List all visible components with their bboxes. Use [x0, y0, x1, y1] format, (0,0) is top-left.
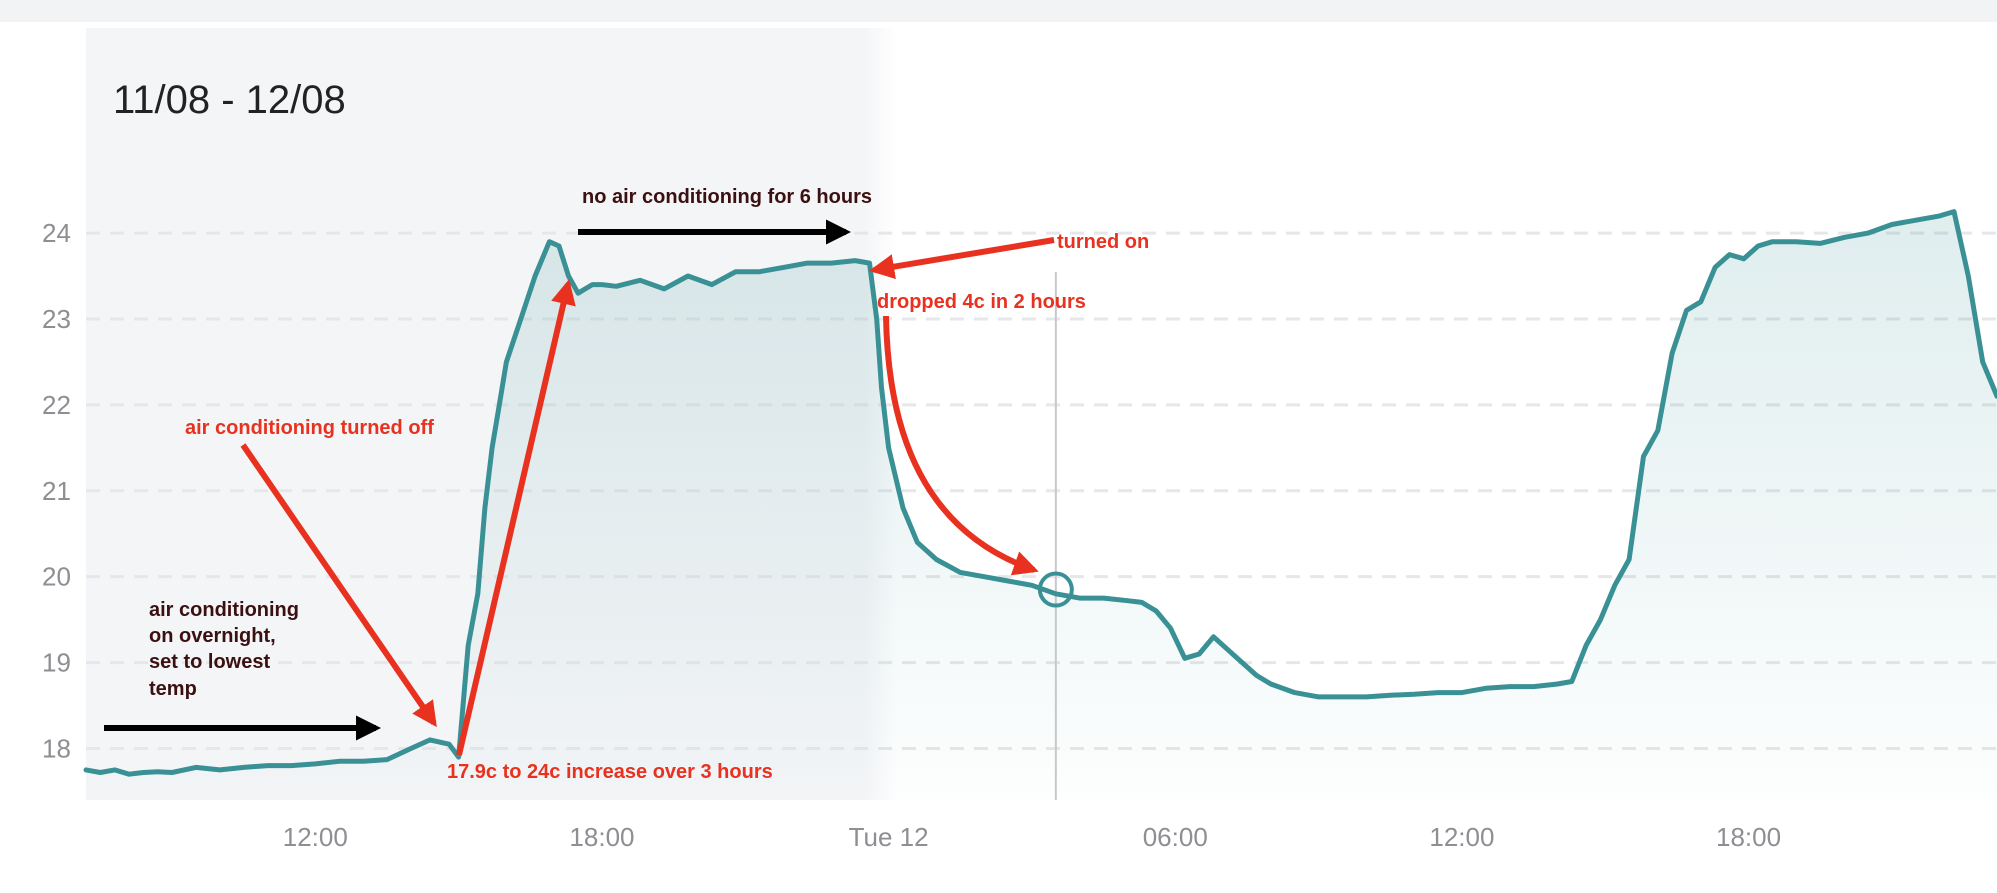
- x-tick-label: 18:00: [569, 822, 634, 852]
- y-axis-ticks: 24 23 22 21 20 19 18: [42, 218, 71, 763]
- y-tick-label: 23: [42, 304, 71, 334]
- annotation-overnight-1: air conditioning: [149, 599, 299, 621]
- annotation-dropped: dropped 4c in 2 hours: [877, 291, 1086, 313]
- hover-marker[interactable]: [1037, 571, 1074, 608]
- top-bar: [0, 0, 1997, 22]
- y-tick-label: 24: [42, 218, 71, 248]
- chart-title: 11/08 - 12/08: [113, 78, 346, 122]
- annotation-ac-off: air conditioning turned off: [185, 417, 434, 439]
- y-tick-label: 18: [42, 733, 71, 763]
- y-tick-label: 21: [42, 476, 71, 506]
- y-tick-label: 19: [42, 648, 71, 678]
- annotation-increase: 17.9c to 24c increase over 3 hours: [447, 761, 773, 783]
- annotation-turned-on: turned on: [1057, 231, 1149, 253]
- x-axis-ticks: 12:00 18:00 Tue 12 06:00 12:00 18:00: [283, 822, 1781, 852]
- annotations: no air conditioning for 6 hours turned o…: [149, 186, 1149, 783]
- x-tick-label: Tue 12: [849, 822, 929, 852]
- x-tick-label: 12:00: [283, 822, 348, 852]
- series-area: [86, 211, 1997, 801]
- x-tick-label: 12:00: [1429, 822, 1494, 852]
- y-tick-label: 22: [42, 390, 71, 420]
- x-tick-label: 06:00: [1143, 822, 1208, 852]
- y-tick-label: 20: [42, 562, 71, 592]
- annotation-arrows: [104, 219, 1055, 756]
- series-line: [83, 209, 1997, 777]
- arrow-turned-on: [869, 237, 1055, 280]
- annotation-no-ac: no air conditioning for 6 hours: [582, 186, 872, 208]
- x-tick-label: 18:00: [1716, 822, 1781, 852]
- annotation-overnight-2: on overnight,: [149, 625, 276, 647]
- annotation-overnight-3: set to lowest: [149, 651, 270, 673]
- arrow-ac-off: [240, 443, 437, 728]
- arrow-dropped: [883, 315, 1039, 576]
- arrow-increase: [456, 279, 576, 756]
- annotation-overnight-4: temp: [149, 678, 197, 700]
